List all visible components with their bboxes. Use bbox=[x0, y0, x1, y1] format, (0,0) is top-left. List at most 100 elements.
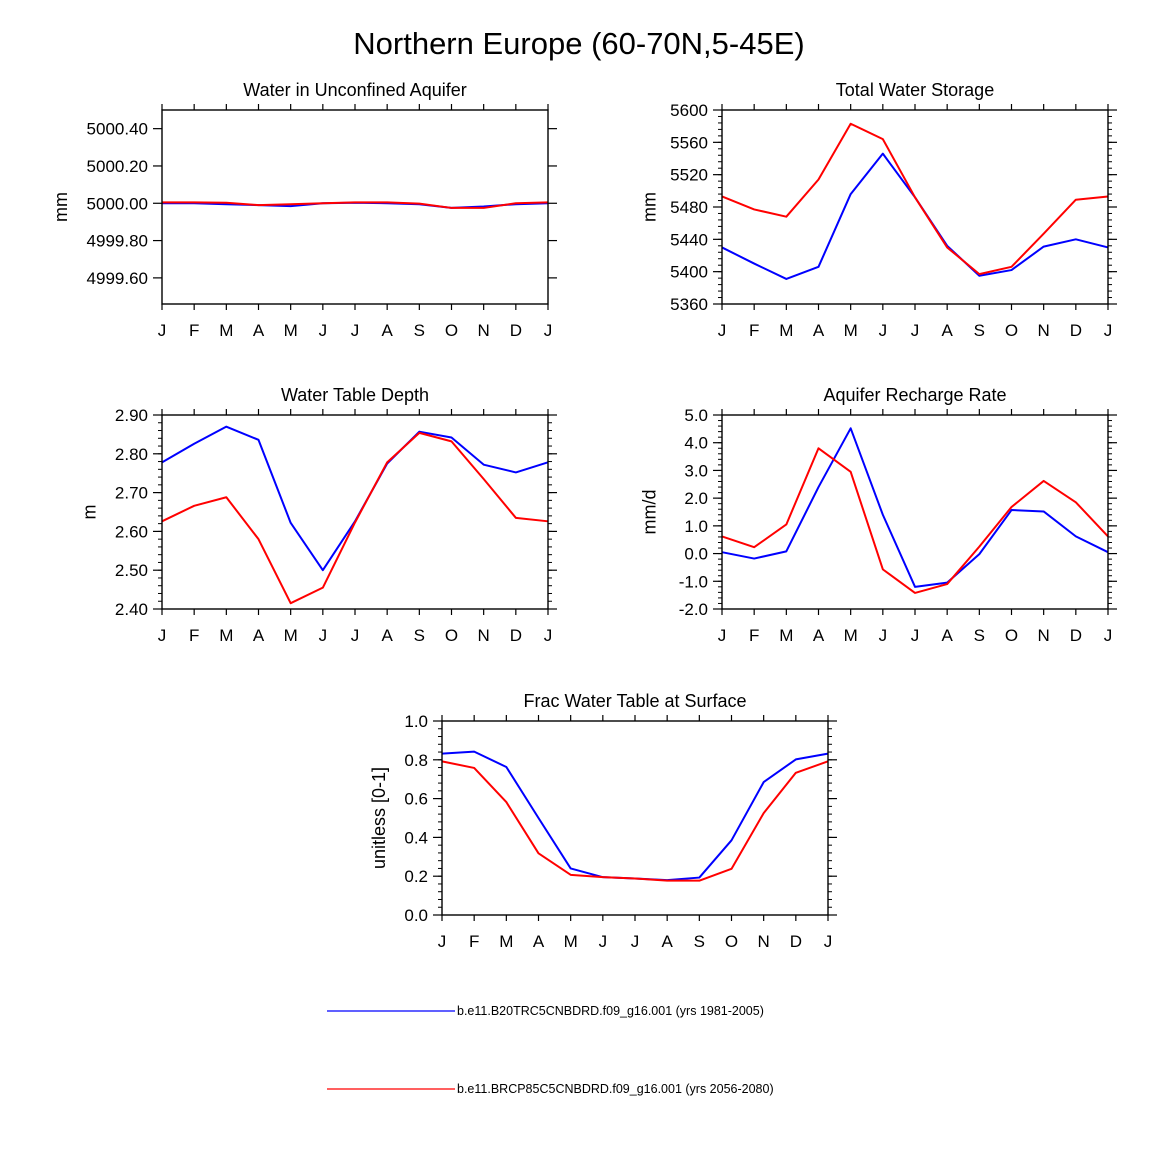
x-tick-label: D bbox=[790, 932, 802, 951]
x-tick-label: J bbox=[158, 321, 167, 340]
x-tick-label: J bbox=[158, 626, 167, 645]
series-line-2 bbox=[721, 122, 1109, 276]
x-tick-label: O bbox=[725, 932, 738, 951]
x-tick-label: S bbox=[694, 932, 705, 951]
y-tick-label: 0.6 bbox=[404, 790, 428, 809]
series-line-2 bbox=[721, 447, 1109, 594]
y-tick-label: 5360 bbox=[670, 295, 708, 314]
x-tick-label: N bbox=[758, 932, 770, 951]
x-tick-label: O bbox=[445, 321, 458, 340]
chart-title: Aquifer Recharge Rate bbox=[823, 385, 1006, 405]
y-tick-label: 0.0 bbox=[684, 545, 708, 564]
x-tick-label: J bbox=[911, 626, 920, 645]
x-tick-label: A bbox=[813, 321, 825, 340]
x-tick-label: J bbox=[824, 932, 833, 951]
y-tick-label: 2.70 bbox=[115, 484, 148, 503]
chart-title: Water in Unconfined Aquifer bbox=[243, 80, 466, 100]
x-tick-label: M bbox=[219, 626, 233, 645]
y-tick-label: 2.40 bbox=[115, 600, 148, 619]
chart-title: Total Water Storage bbox=[836, 80, 994, 100]
x-tick-label: A bbox=[533, 932, 545, 951]
plot-frame bbox=[721, 414, 1109, 610]
x-tick-label: S bbox=[974, 626, 985, 645]
y-tick-label: 0.2 bbox=[404, 867, 428, 886]
legend: b.e11.B20TRC5CNBDRD.f09_g16.001 (yrs 198… bbox=[327, 1004, 774, 1096]
y-tick-label: -1.0 bbox=[679, 572, 708, 591]
x-tick-label: S bbox=[414, 321, 425, 340]
x-tick-label: J bbox=[544, 321, 553, 340]
x-tick-label: M bbox=[564, 932, 578, 951]
x-tick-label: M bbox=[779, 321, 793, 340]
x-tick-label: A bbox=[661, 932, 673, 951]
y-tick-label: 0.8 bbox=[404, 751, 428, 770]
y-tick-label: 4.0 bbox=[684, 434, 708, 453]
x-tick-label: A bbox=[253, 626, 265, 645]
y-tick-label: 2.80 bbox=[115, 445, 148, 464]
y-tick-label: 5000.00 bbox=[87, 194, 148, 213]
y-tick-label: 5000.40 bbox=[87, 120, 148, 139]
y-tick-label: 0.4 bbox=[404, 828, 428, 847]
y-axis-label: mm bbox=[640, 192, 660, 222]
plot-frame bbox=[441, 720, 829, 916]
series-line-2 bbox=[161, 431, 549, 605]
legend-label-series-2: b.e11.BRCP85C5CNBDRD.f09_g16.001 (yrs 20… bbox=[457, 1082, 774, 1096]
y-axis-label: unitless [0-1] bbox=[369, 767, 389, 869]
x-tick-label: J bbox=[599, 932, 608, 951]
x-tick-label: S bbox=[974, 321, 985, 340]
y-tick-label: 1.0 bbox=[684, 517, 708, 536]
series-line-2 bbox=[441, 760, 829, 882]
legend-label-series-1: b.e11.B20TRC5CNBDRD.f09_g16.001 (yrs 198… bbox=[457, 1004, 764, 1018]
y-tick-label: 2.90 bbox=[115, 406, 148, 425]
x-tick-label: J bbox=[911, 321, 920, 340]
x-tick-label: J bbox=[879, 321, 888, 340]
x-tick-label: N bbox=[478, 321, 490, 340]
x-tick-label: N bbox=[1038, 321, 1050, 340]
series-line-1 bbox=[721, 427, 1109, 588]
y-tick-label: 1.0 bbox=[404, 712, 428, 731]
x-tick-label: N bbox=[478, 626, 490, 645]
x-tick-label: J bbox=[351, 626, 360, 645]
y-tick-label: 2.0 bbox=[684, 489, 708, 508]
x-tick-label: M bbox=[844, 321, 858, 340]
y-tick-label: 2.60 bbox=[115, 522, 148, 541]
x-tick-label: F bbox=[749, 626, 759, 645]
y-tick-label: 4999.80 bbox=[87, 232, 148, 251]
series-line-2 bbox=[162, 201, 549, 209]
y-tick-label: 5480 bbox=[670, 198, 708, 217]
y-tick-label: 5560 bbox=[670, 133, 708, 152]
x-tick-label: D bbox=[510, 626, 522, 645]
x-tick-label: J bbox=[1104, 626, 1113, 645]
x-tick-label: M bbox=[499, 932, 513, 951]
x-tick-label: O bbox=[1005, 626, 1018, 645]
x-tick-label: F bbox=[189, 321, 199, 340]
x-tick-label: J bbox=[438, 932, 447, 951]
y-tick-label: 2.50 bbox=[115, 561, 148, 580]
x-tick-label: D bbox=[1070, 626, 1082, 645]
x-tick-label: D bbox=[510, 321, 522, 340]
x-tick-label: F bbox=[189, 626, 199, 645]
x-tick-label: O bbox=[1005, 321, 1018, 340]
y-tick-label: 5.0 bbox=[684, 406, 708, 425]
x-tick-label: M bbox=[844, 626, 858, 645]
x-tick-label: N bbox=[1038, 626, 1050, 645]
x-tick-label: M bbox=[284, 626, 298, 645]
series-line-1 bbox=[441, 750, 829, 882]
x-tick-label: A bbox=[381, 626, 393, 645]
x-tick-label: M bbox=[219, 321, 233, 340]
y-tick-label: 4999.60 bbox=[87, 269, 148, 288]
x-tick-label: S bbox=[414, 626, 425, 645]
y-tick-label: 5400 bbox=[670, 263, 708, 282]
x-tick-label: F bbox=[749, 321, 759, 340]
x-tick-label: D bbox=[1070, 321, 1082, 340]
figure-title: Northern Europe (60-70N,5-45E) bbox=[353, 26, 804, 61]
x-tick-label: O bbox=[445, 626, 458, 645]
x-tick-label: A bbox=[941, 321, 953, 340]
x-tick-label: J bbox=[879, 626, 888, 645]
x-tick-label: A bbox=[941, 626, 953, 645]
chart-title: Frac Water Table at Surface bbox=[523, 691, 746, 711]
x-tick-label: A bbox=[813, 626, 825, 645]
